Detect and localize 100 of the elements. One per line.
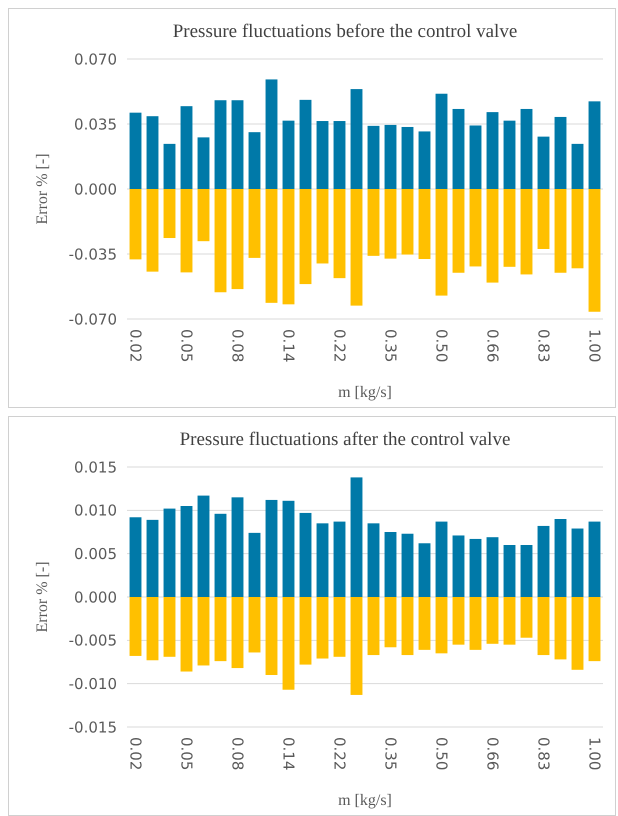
y-tick-label: 0.005: [74, 544, 117, 563]
bar: [316, 597, 328, 659]
x-tick-label: 0.05: [177, 329, 196, 362]
bar: [334, 189, 346, 278]
bar: [368, 597, 380, 656]
bar: [214, 514, 226, 597]
bar: [300, 512, 312, 597]
bar: [554, 116, 566, 189]
bar: [146, 116, 158, 189]
bar: [588, 189, 600, 312]
bar: [198, 137, 210, 189]
bar: [334, 121, 346, 189]
bar: [198, 496, 210, 597]
bar: [402, 189, 414, 255]
bar: [436, 189, 448, 296]
bar: [436, 94, 448, 189]
bar: [486, 189, 498, 283]
y-tick-label: -0.035: [68, 245, 117, 264]
bar: [146, 520, 158, 597]
bar: [572, 144, 584, 189]
bar: [588, 101, 600, 189]
bar: [146, 189, 158, 272]
bar: [180, 597, 192, 672]
bar: [350, 597, 362, 695]
bar: [266, 500, 278, 597]
x-tick-label: 0.66: [483, 737, 502, 770]
x-axis-title: m [kg/s]: [338, 384, 392, 401]
bar: [180, 189, 192, 272]
bar: [232, 100, 244, 189]
bar: [452, 108, 464, 189]
bar: [232, 189, 244, 290]
bar: [538, 526, 550, 597]
bar: [130, 597, 142, 656]
bar: [282, 189, 294, 304]
bar: [436, 597, 448, 654]
bar: [266, 189, 278, 303]
bar: [282, 500, 294, 597]
bar: [266, 597, 278, 675]
bar: [350, 189, 362, 306]
x-tick-label: 1.00: [585, 737, 604, 770]
bar: [316, 523, 328, 597]
bar: [572, 528, 584, 597]
bar: [232, 497, 244, 597]
x-tick-label: 0.83: [534, 329, 552, 362]
bar: [334, 597, 346, 657]
bar: [418, 543, 430, 597]
bar: [402, 126, 414, 189]
bar: [300, 189, 312, 284]
bar: [232, 597, 244, 668]
chart-title: Pressure fluctuations after the control valve: [180, 429, 510, 450]
bar: [214, 189, 226, 292]
bar: [130, 517, 142, 597]
bar: [384, 124, 396, 189]
bar: [130, 112, 142, 189]
bar: [504, 189, 516, 267]
bar: [452, 597, 464, 645]
x-tick-label: 0.05: [177, 737, 196, 770]
bar: [470, 538, 482, 597]
bar: [572, 189, 584, 268]
bar: [504, 545, 516, 597]
bar: [384, 597, 396, 648]
bar: [486, 597, 498, 644]
x-tick-label: 0.22: [330, 329, 348, 362]
bar: [248, 597, 260, 652]
bar: [452, 535, 464, 597]
x-tick-label: 0.02: [126, 329, 144, 362]
bar: [350, 477, 362, 597]
y-tick-label: -0.015: [68, 718, 117, 736]
bar: [146, 597, 158, 660]
bar: [384, 189, 396, 259]
bar: [572, 597, 584, 670]
x-tick-label: 0.66: [483, 329, 502, 362]
bar: [368, 523, 380, 597]
bar: [520, 545, 532, 597]
bar: [164, 189, 176, 238]
y-tick-label: 0.000: [74, 180, 117, 198]
x-tick-label: 0.22: [330, 737, 348, 770]
y-tick-label: 0.035: [74, 115, 117, 134]
bar: [282, 120, 294, 189]
bar: [180, 506, 192, 597]
bar: [520, 189, 532, 274]
bar: [198, 597, 210, 666]
bar: [470, 125, 482, 189]
x-tick-label: 0.83: [534, 737, 552, 770]
bar: [538, 136, 550, 189]
bar: [520, 108, 532, 189]
x-tick-label: 0.08: [228, 329, 246, 362]
x-tick-label: 0.50: [432, 737, 450, 770]
y-tick-label: 0.070: [74, 50, 117, 68]
bar: [130, 189, 142, 260]
y-tick-label: 0.015: [74, 458, 117, 476]
x-tick-label: 0.35: [381, 737, 400, 770]
bar: [300, 597, 312, 665]
x-tick-label: 0.08: [228, 737, 246, 770]
bar: [316, 121, 328, 189]
bar: [334, 522, 346, 597]
bar: [248, 532, 260, 597]
bar: [248, 189, 260, 258]
bar: [402, 597, 414, 656]
y-tick-label: -0.070: [68, 310, 117, 328]
